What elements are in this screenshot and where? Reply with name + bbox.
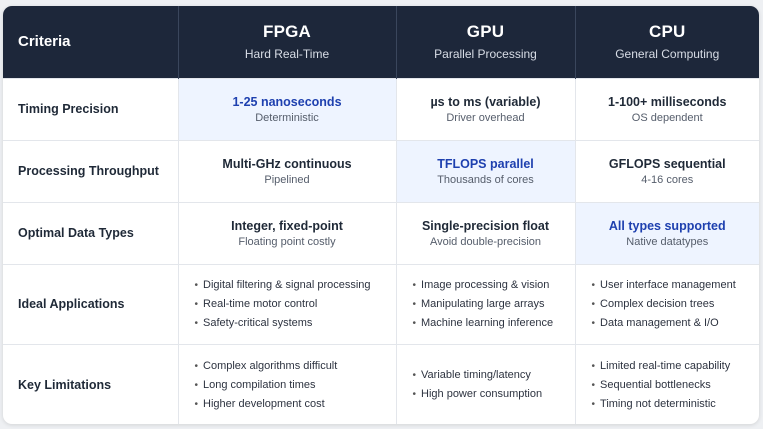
cell-note: Floating point costly xyxy=(238,235,336,248)
table-row-optimal-data-types: Optimal Data Types Integer, fixed-point … xyxy=(3,201,759,264)
list-item: Limited real-time capability xyxy=(592,357,760,376)
column-subtitle: Parallel Processing xyxy=(434,47,537,62)
list-item: Complex algorithms difficult xyxy=(195,357,396,376)
bullet-list: Image processing & vision Manipulating l… xyxy=(397,276,575,333)
column-title: GPU xyxy=(466,22,505,42)
header-row: Criteria FPGA Hard Real-Time GPU Paralle… xyxy=(3,6,759,78)
cell-note: Deterministic xyxy=(255,111,319,124)
bullet-list: Limited real-time capability Sequential … xyxy=(576,357,760,414)
table-cell: 1-100+ milliseconds OS dependent xyxy=(574,77,759,140)
cell-note: OS dependent xyxy=(631,111,703,124)
column-title: FPGA xyxy=(262,22,312,42)
cell-value: TFLOPS parallel xyxy=(437,156,534,171)
table-cell: µs to ms (variable) Driver overhead xyxy=(395,77,575,140)
list-item: Digital filtering & signal processing xyxy=(195,276,396,295)
comparison-table: Criteria FPGA Hard Real-Time GPU Paralle… xyxy=(3,6,759,424)
table-cell: Integer, fixed-point Floating point cost… xyxy=(177,201,396,264)
cell-value: GFLOPS sequential xyxy=(608,156,726,171)
table-cell: Variable timing/latency High power consu… xyxy=(395,343,575,424)
cell-value: µs to ms (variable) xyxy=(430,94,541,109)
list-item: Safety-critical systems xyxy=(195,314,396,333)
table-cell: Multi-GHz continuous Pipelined xyxy=(177,139,396,202)
table-row-key-limitations: Key Limitations Complex algorithms diffi… xyxy=(3,343,760,424)
row-label: Processing Throughput xyxy=(3,139,178,202)
table-row-ideal-applications: Ideal Applications Digital filtering & s… xyxy=(3,263,760,344)
table-cell: Digital filtering & signal processing Re… xyxy=(177,263,396,344)
list-item: Timing not deterministic xyxy=(592,395,760,414)
list-item: Manipulating large arrays xyxy=(413,295,575,314)
row-label: Timing Precision xyxy=(3,77,178,140)
header-cpu: CPU General Computing xyxy=(574,6,759,78)
cell-value: 1-25 nanoseconds xyxy=(232,94,342,109)
list-item: High power consumption xyxy=(413,385,575,404)
cell-note: Avoid double-precision xyxy=(429,235,542,248)
comparison-card: Criteria FPGA Hard Real-Time GPU Paralle… xyxy=(3,6,759,424)
table-cell: Single-precision float Avoid double-prec… xyxy=(395,201,575,264)
list-item: Higher development cost xyxy=(195,395,396,414)
column-subtitle: General Computing xyxy=(615,47,720,62)
cell-note: 4-16 cores xyxy=(641,173,694,186)
row-label: Optimal Data Types xyxy=(3,201,178,264)
table-row-timing-precision: Timing Precision 1-25 nanoseconds Determ… xyxy=(3,77,759,140)
list-item: Variable timing/latency xyxy=(413,366,575,385)
list-item: Machine learning inference xyxy=(413,314,575,333)
cell-value: 1-100+ milliseconds xyxy=(608,94,727,109)
column-subtitle: Hard Real-Time xyxy=(244,47,330,62)
bullet-list: Variable timing/latency High power consu… xyxy=(397,366,575,404)
table-cell: Limited real-time capability Sequential … xyxy=(574,343,760,424)
column-title: CPU xyxy=(649,22,686,42)
cell-value: Integer, fixed-point xyxy=(231,218,343,233)
table-row-processing-throughput: Processing Throughput Multi-GHz continuo… xyxy=(3,139,759,202)
list-item: User interface management xyxy=(592,276,760,295)
bullet-list: User interface management Complex decisi… xyxy=(576,276,760,333)
cell-note: Native datatypes xyxy=(626,235,709,248)
list-item: Sequential bottlenecks xyxy=(592,376,760,395)
criteria-header: Criteria xyxy=(3,6,178,78)
table-cell: GFLOPS sequential 4-16 cores xyxy=(574,139,759,202)
cell-value: Multi-GHz continuous xyxy=(222,156,352,171)
table-cell: TFLOPS parallel Thousands of cores xyxy=(395,139,575,202)
cell-value: Single-precision float xyxy=(421,218,550,233)
header-fpga: FPGA Hard Real-Time xyxy=(177,6,396,78)
table-cell: 1-25 nanoseconds Deterministic xyxy=(177,77,396,140)
list-item: Image processing & vision xyxy=(413,276,575,295)
row-label: Key Limitations xyxy=(3,343,178,424)
header-gpu: GPU Parallel Processing xyxy=(395,6,575,78)
row-label: Ideal Applications xyxy=(3,263,178,344)
cell-note: Pipelined xyxy=(264,173,310,186)
table-cell: Image processing & vision Manipulating l… xyxy=(395,263,575,344)
list-item: Data management & I/O xyxy=(592,314,760,333)
list-item: Complex decision trees xyxy=(592,295,760,314)
list-item: Long compilation times xyxy=(195,376,396,395)
cell-note: Driver overhead xyxy=(446,111,525,124)
table-cell: User interface management Complex decisi… xyxy=(574,263,760,344)
bullet-list: Digital filtering & signal processing Re… xyxy=(179,276,396,333)
bullet-list: Complex algorithms difficult Long compil… xyxy=(179,357,396,414)
cell-note: Thousands of cores xyxy=(437,173,534,186)
cell-value: All types supported xyxy=(608,218,726,233)
table-cell: Complex algorithms difficult Long compil… xyxy=(177,343,396,424)
list-item: Real-time motor control xyxy=(195,295,396,314)
table-cell: All types supported Native datatypes xyxy=(574,201,759,264)
